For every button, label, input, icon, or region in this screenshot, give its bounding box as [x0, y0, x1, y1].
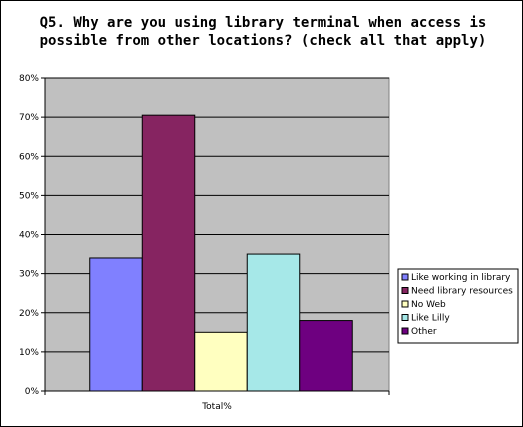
legend-items: Like working in library Need library reso… [401, 273, 513, 337]
chart-title-line-1: Q5. Why are you using library terminal w… [40, 15, 487, 31]
y-tick-label: 20% [19, 309, 39, 319]
legend-label: Need library resources [411, 287, 513, 297]
bar-like-working-in-library [89, 257, 143, 392]
legend-swatch [401, 314, 409, 321]
legend-label: Like Lilly [411, 314, 450, 324]
bar-no-web [194, 331, 248, 392]
y-tick-label: 30% [19, 270, 39, 280]
legend-swatch [401, 287, 409, 294]
y-tick-label: 60% [19, 152, 39, 162]
chart-title-line-2: possible from other locations? (check al… [40, 33, 487, 49]
legend-label: No Web [411, 300, 446, 310]
y-tick-label: 40% [19, 231, 39, 241]
legend: Like working in library Need library reso… [397, 268, 519, 344]
legend-box [397, 268, 519, 344]
y-tick-label: 10% [19, 348, 39, 358]
y-tick-label: 0% [25, 387, 40, 397]
legend-swatch [401, 273, 409, 281]
axes [41, 77, 390, 395]
y-tick-label: 70% [19, 113, 39, 123]
y-tick-label: 50% [19, 191, 39, 201]
bars [89, 114, 353, 392]
bar-like-lilly [246, 253, 301, 392]
legend-label: Other [411, 327, 437, 337]
legend-label: Like working in library [411, 273, 511, 283]
legend-swatch [401, 327, 409, 335]
bar-need-library-resources [141, 114, 196, 392]
y-tick-labels: 0% 10% 20% 30% 40% 50% 60% 70% 80% [19, 74, 39, 397]
legend-swatch [401, 300, 409, 308]
bar-other [299, 320, 353, 392]
category-label: Total% [201, 402, 232, 412]
y-tick-label: 80% [19, 74, 39, 84]
